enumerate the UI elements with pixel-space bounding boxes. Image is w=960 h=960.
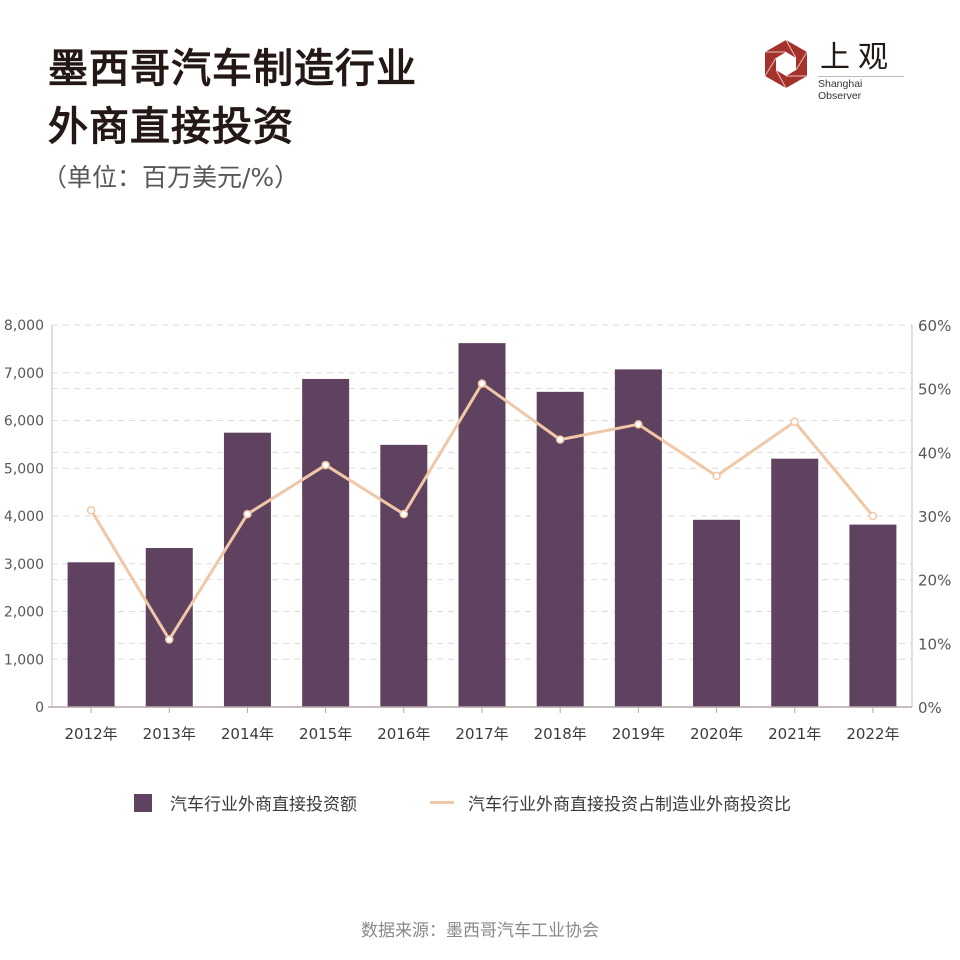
legend-label-line: 汽车行业外商直接投资占制造业外商投资比 xyxy=(468,795,791,815)
logo: 上观 Shanghai Observer xyxy=(760,38,910,102)
x-tick-label: 2022年 xyxy=(846,725,899,743)
legend-swatch-line xyxy=(430,801,454,804)
left-tick-label: 4,000 xyxy=(4,509,44,525)
right-tick-label: 40% xyxy=(918,444,951,462)
x-tick-label: 2021年 xyxy=(768,725,821,743)
bar-2018年 xyxy=(536,391,584,707)
left-tick-label: 5,000 xyxy=(4,461,44,477)
x-tick-label: 2015年 xyxy=(299,725,352,743)
bar-2019年 xyxy=(614,369,662,707)
line-point-2016年 xyxy=(399,509,409,519)
title-line-1: 墨西哥汽车制造行业 xyxy=(48,46,417,92)
logo-text-cn: 上观 xyxy=(820,40,896,75)
bar-2014年 xyxy=(223,432,271,707)
line-point-2022年 xyxy=(868,511,878,521)
source-note: 数据来源：墨西哥汽车工业协会 xyxy=(361,921,599,941)
x-tick-label: 2018年 xyxy=(534,725,587,743)
right-tick-label: 30% xyxy=(918,508,951,526)
legend-label-bar: 汽车行业外商直接投资额 xyxy=(170,795,357,815)
unit-label: （单位：百万美元/%） xyxy=(42,163,300,192)
x-tick-label: 2016年 xyxy=(377,725,430,743)
right-tick-label: 20% xyxy=(918,572,951,590)
legend-item-bar: 汽车行业外商直接投资额 xyxy=(134,790,357,815)
left-tick-label: 1,000 xyxy=(4,652,44,668)
left-tick-label: 8,000 xyxy=(4,318,44,334)
bar-2022年 xyxy=(849,524,897,707)
chart: 0 1,000 2,000 3,000 4,000 5,000 6,000 7,000 8,00… xyxy=(4,317,951,743)
left-tick-label: 6,000 xyxy=(4,414,44,430)
line-point-2019年 xyxy=(634,420,643,429)
bar-2021年 xyxy=(771,458,819,707)
x-tick-label: 2020年 xyxy=(690,725,743,743)
bar-2015年 xyxy=(302,378,350,707)
title-line-2: 外商直接投资 xyxy=(48,104,294,150)
legend-swatch-bar xyxy=(134,793,152,812)
line-point-2014年 xyxy=(243,509,252,519)
x-tick-label: 2019年 xyxy=(612,725,665,743)
bar-2017年 xyxy=(458,343,506,707)
line-point-2012年 xyxy=(86,506,96,515)
left-tick-label: 3,000 xyxy=(4,557,44,573)
line-point-2015年 xyxy=(321,460,330,470)
line-point-2018年 xyxy=(555,435,565,444)
x-tick-label: 2017年 xyxy=(455,725,508,743)
line-point-2020年 xyxy=(712,471,721,481)
legend-item-line: 汽车行业外商直接投资占制造业外商投资比 xyxy=(430,790,791,815)
bar-2012年 xyxy=(67,562,115,707)
left-tick-label: 2,000 xyxy=(4,605,44,621)
right-tick-label: 60% xyxy=(918,317,951,335)
bar-2013年 xyxy=(145,547,193,707)
line-point-2017年 xyxy=(477,379,487,388)
x-tick-label: 2012年 xyxy=(64,725,117,743)
line-point-2013年 xyxy=(165,635,174,644)
logo-text-en: Shanghai Observer xyxy=(818,76,904,102)
line-point-2021年 xyxy=(790,417,799,427)
left-tick-label: 7,000 xyxy=(4,366,44,382)
x-tick-label: 2013年 xyxy=(143,725,196,743)
right-tick-label: 10% xyxy=(918,635,951,653)
x-tick-label: 2014年 xyxy=(221,725,274,743)
logo-hexagon-icon xyxy=(764,39,808,89)
bar-2020年 xyxy=(693,519,741,707)
right-tick-label: 0% xyxy=(918,699,942,717)
left-tick-label: 0 xyxy=(35,700,44,716)
right-tick-label: 50% xyxy=(918,381,951,399)
